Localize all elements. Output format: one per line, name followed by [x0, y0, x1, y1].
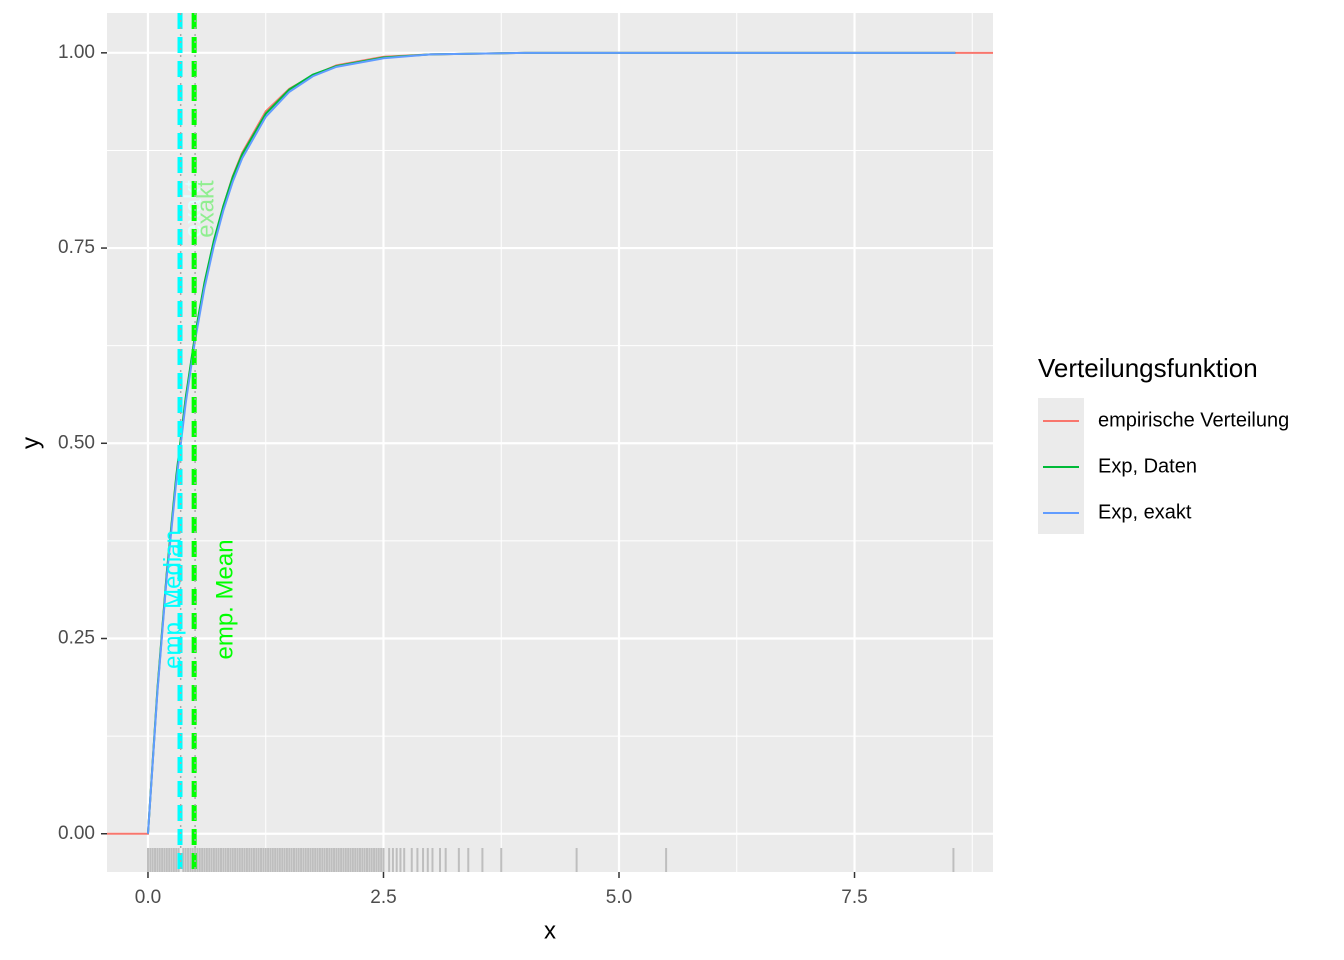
y-tick-label: 0.75 [58, 237, 95, 258]
legend-label: Exp, Daten [1098, 455, 1197, 477]
vline-label: emp. Mean [211, 539, 238, 659]
x-tick-label: 5.0 [606, 887, 632, 908]
y-tick-label: 0.00 [58, 823, 95, 844]
y-axis-label: y [17, 437, 44, 449]
legend-label: Exp, exakt [1098, 501, 1192, 523]
x-axis-label: x [544, 917, 556, 944]
y-tick-label: 1.00 [58, 42, 95, 63]
x-tick-label: 0.0 [135, 887, 161, 908]
y-tick-label: 0.25 [58, 628, 95, 649]
vline-label: emp. Median [159, 530, 186, 669]
x-tick-label: 2.5 [370, 887, 396, 908]
x-tick-label: 7.5 [841, 887, 867, 908]
y-tick-label: 0.50 [58, 432, 95, 453]
legend-label: empirische Verteilung [1098, 409, 1289, 431]
vline-label: exakt [192, 180, 219, 238]
series-line [146, 51, 956, 834]
legend-title: Verteilungsfunktion [1038, 353, 1258, 383]
